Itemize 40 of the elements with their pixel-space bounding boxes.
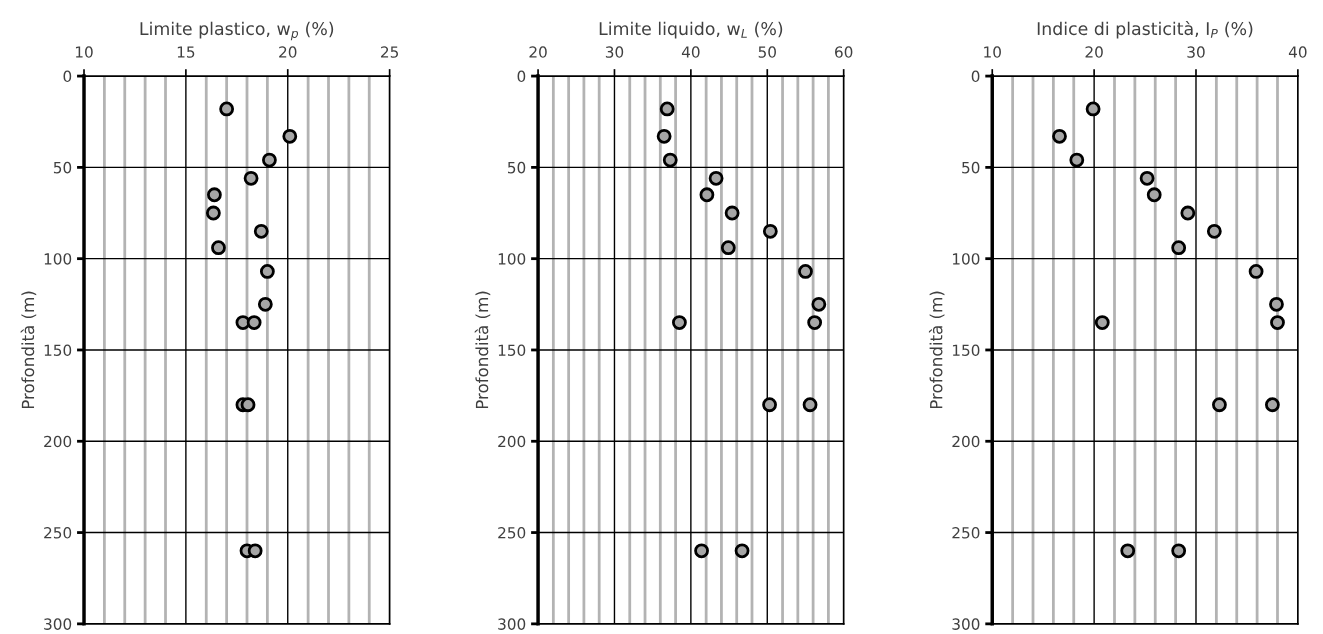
x-axis-title: Limite plastico, w$_{p}$ (%) [140,21,334,41]
x-axis-title: Indice di plasticità, I$_{P}$ (%) [1037,21,1253,39]
x-tick-label: 10 [984,46,1001,58]
y-tick-label: 200 [498,435,526,448]
y-axis-title: Profondità (m) [20,291,37,409]
x-tick-label: 20 [529,46,547,58]
y-tick-label: 200 [44,435,72,448]
x-tick-label: 20 [279,46,297,58]
y-tick-label: 50 [962,161,980,174]
x-tick-label: 30 [605,46,624,58]
y-tick-label: 150 [952,344,980,356]
y-tick-label: 200 [952,435,980,448]
y-axis-title: Profondità (m) [928,291,945,409]
y-axis-title: Profondità (m) [474,291,491,409]
x-tick-label: 20 [1085,46,1103,58]
y-tick-label: 150 [44,344,72,356]
y-tick-label: 100 [498,253,526,265]
y-tick-label: 250 [498,527,526,539]
x-tick-label: 60 [835,46,853,58]
y-tick-label: 0 [971,70,980,83]
y-tick-label: 300 [498,618,526,630]
x-tick-label: 15 [177,46,195,58]
y-tick-label: 250 [44,527,72,539]
x-tick-label: 10 [75,46,93,58]
y-tick-label: 100 [44,253,72,265]
x-tick-label: 25 [381,46,399,58]
y-tick-label: 250 [952,527,980,539]
y-tick-label: 50 [508,161,526,174]
y-tick-label: 0 [517,70,526,83]
y-tick-label: 150 [498,344,526,356]
y-tick-label: 300 [44,618,72,630]
x-tick-label: 40 [681,46,700,58]
x-tick-label: 50 [758,46,776,58]
x-axis-title: Limite liquido, w$_{L}$ (%) [599,21,783,39]
y-tick-label: 100 [952,253,980,265]
x-tick-label: 30 [1187,46,1205,58]
y-tick-label: 0 [63,70,72,83]
y-tick-label: 50 [53,161,72,174]
y-tick-label: 300 [952,618,980,630]
x-tick-label: 40 [1288,46,1307,58]
